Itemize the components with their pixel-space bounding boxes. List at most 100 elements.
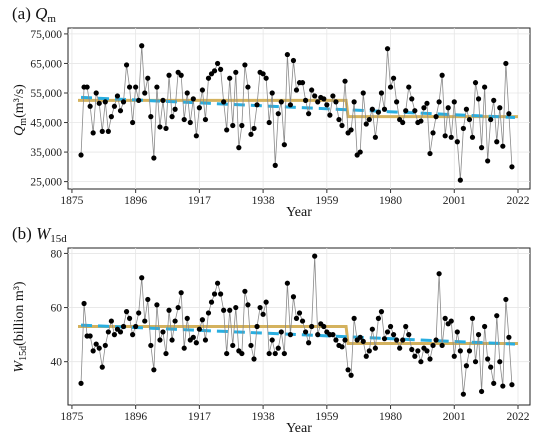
data-point (218, 291, 224, 297)
y-tick-label: 60 (51, 303, 63, 315)
data-point (93, 341, 99, 347)
data-point (193, 340, 199, 346)
data-point (257, 304, 263, 311)
data-point (491, 380, 497, 386)
data-point (330, 332, 336, 338)
trend-line-a (80, 95, 516, 120)
data-point (114, 93, 121, 99)
plot-area-a (67, 27, 531, 190)
data-point (84, 84, 90, 90)
data-point (272, 162, 278, 168)
data-point (336, 116, 342, 123)
data-point (357, 149, 363, 155)
data-point (120, 99, 127, 105)
data-point (351, 99, 357, 105)
data-point (202, 337, 209, 343)
data-point (500, 383, 506, 389)
y-axis-b-subscript: 15d (18, 346, 29, 361)
data-point (90, 130, 96, 136)
x-tick-label: 1959 (315, 411, 338, 423)
data-point (275, 111, 281, 117)
data-point (406, 84, 412, 90)
data-point (415, 348, 421, 354)
data-point (136, 97, 142, 103)
data-point (96, 345, 102, 351)
data-point (130, 119, 136, 126)
data-point (230, 122, 236, 129)
data-point (387, 323, 394, 330)
data-point (491, 97, 497, 103)
data-point (400, 337, 406, 343)
data-point (509, 164, 515, 170)
data-point (333, 337, 339, 343)
data-point (275, 345, 281, 351)
x-tick-label: 1875 (60, 195, 83, 207)
data-point (366, 116, 372, 123)
x-axis-title-a: Year (286, 205, 312, 220)
x-tick-label: 2022 (507, 411, 530, 423)
series-b (78, 253, 515, 397)
data-point (394, 337, 400, 343)
data-point (409, 346, 415, 353)
data-point (284, 280, 290, 286)
data-point (163, 350, 169, 357)
data-point (466, 348, 473, 354)
panel-a-symbol: Q (35, 4, 47, 23)
y-axis-title-b: W15d(billion m³) (12, 281, 29, 372)
data-point (378, 309, 385, 315)
data-point (421, 105, 427, 111)
data-point (281, 142, 287, 148)
data-point (427, 356, 433, 362)
x-ticks-a: 1875 1896 1917 1938 1959 1980 2001 2022 (60, 189, 530, 207)
data-point (384, 329, 391, 335)
data-point (485, 158, 491, 164)
data-point (463, 106, 470, 112)
data-point (148, 342, 154, 349)
data-point (78, 152, 84, 158)
data-point (239, 122, 245, 129)
data-point (454, 329, 460, 335)
data-point (488, 364, 494, 370)
data-point (369, 326, 375, 332)
data-point (287, 332, 294, 338)
data-point (321, 96, 327, 102)
y-axis-b-unit: (billion m³) (12, 281, 27, 346)
data-point (287, 102, 294, 108)
data-point (169, 337, 175, 343)
data-point (372, 134, 378, 140)
data-point (345, 367, 351, 373)
data-point (457, 348, 463, 354)
data-point (245, 84, 251, 90)
data-point (403, 108, 409, 114)
data-point (363, 353, 369, 359)
data-point (254, 102, 260, 108)
data-point (214, 60, 221, 67)
data-point (175, 304, 181, 311)
data-point (181, 116, 187, 123)
data-point (366, 348, 372, 354)
data-point (509, 382, 515, 388)
data-point (205, 310, 212, 316)
data-point (485, 356, 491, 362)
data-point (321, 323, 327, 330)
data-point (263, 299, 269, 305)
data-point (418, 118, 424, 124)
data-point (433, 114, 439, 120)
x-tick-label: 1980 (379, 195, 402, 207)
data-point (202, 116, 209, 123)
data-point (360, 90, 366, 96)
y-tick-label: 75,000 (30, 29, 62, 41)
y-tick-label: 25,000 (30, 177, 62, 189)
data-point (384, 46, 391, 52)
data-point (451, 353, 457, 359)
data-point (108, 114, 114, 120)
data-point (302, 97, 309, 103)
data-point (497, 105, 503, 111)
data-point (99, 364, 105, 370)
data-point (445, 105, 451, 111)
step-line-a (78, 98, 518, 119)
y-tick-label: 55,000 (30, 88, 62, 100)
data-point (427, 150, 433, 157)
data-point (211, 291, 218, 297)
